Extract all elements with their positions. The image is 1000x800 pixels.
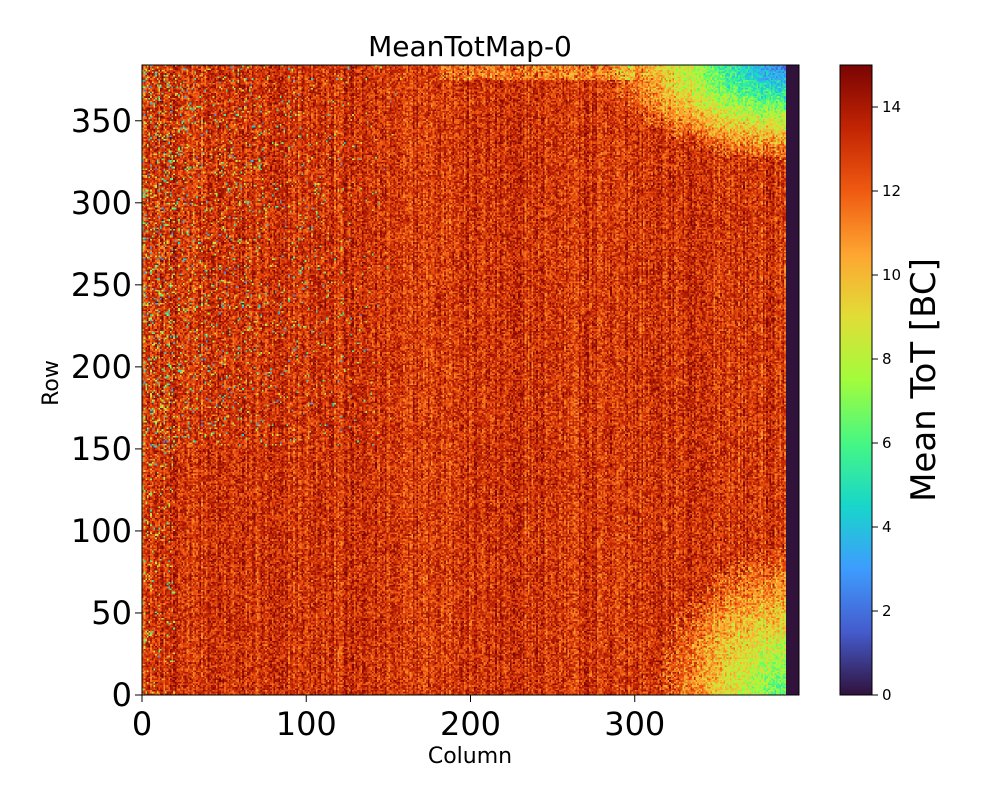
- x-axis: 0 100 200 300: [132, 695, 665, 743]
- colorbar-tick-label: 10: [882, 266, 901, 284]
- x-tick-label: 200: [440, 705, 501, 743]
- chart-title: MeanTotMap-0: [368, 30, 572, 63]
- y-tick-label: 200: [71, 348, 132, 386]
- colorbar-tick-label: 4: [882, 518, 892, 536]
- colorbar-gradient: [840, 65, 872, 695]
- x-tick-label: 0: [132, 705, 152, 743]
- colorbar: 0 2 4 6 8 10 12 14 Mean ToT [BC]: [839, 64, 944, 704]
- colorbar-tick-label: 8: [882, 350, 892, 368]
- x-tick-label: 300: [604, 705, 665, 743]
- y-axis: 0 50 100 150 200 250 300 350: [71, 102, 142, 714]
- y-tick-label: 150: [71, 430, 132, 468]
- colorbar-label: Mean ToT [BC]: [904, 258, 944, 502]
- y-axis-label: Row: [39, 360, 64, 406]
- colorbar-tick-label: 6: [882, 434, 892, 452]
- colorbar-ticks: 0 2 4 6 8 10 12 14: [872, 98, 901, 704]
- y-tick-label: 0: [112, 676, 132, 714]
- colorbar-frame: [839, 64, 873, 696]
- x-axis-label: Column: [428, 744, 512, 769]
- y-tick-label: 300: [71, 184, 132, 222]
- plot-area: [141, 64, 800, 696]
- colorbar-tick-label: 2: [882, 602, 892, 620]
- y-tick-label: 250: [71, 266, 132, 304]
- colorbar-tick-label: 0: [882, 686, 892, 704]
- colorbar-tick-label: 14: [882, 98, 901, 116]
- heatmap-image: [142, 65, 799, 695]
- y-tick-label: 50: [91, 594, 132, 632]
- colorbar-tick-label: 12: [882, 182, 901, 200]
- y-tick-label: 100: [71, 512, 132, 550]
- y-tick-label: 350: [71, 102, 132, 140]
- x-tick-label: 100: [276, 705, 337, 743]
